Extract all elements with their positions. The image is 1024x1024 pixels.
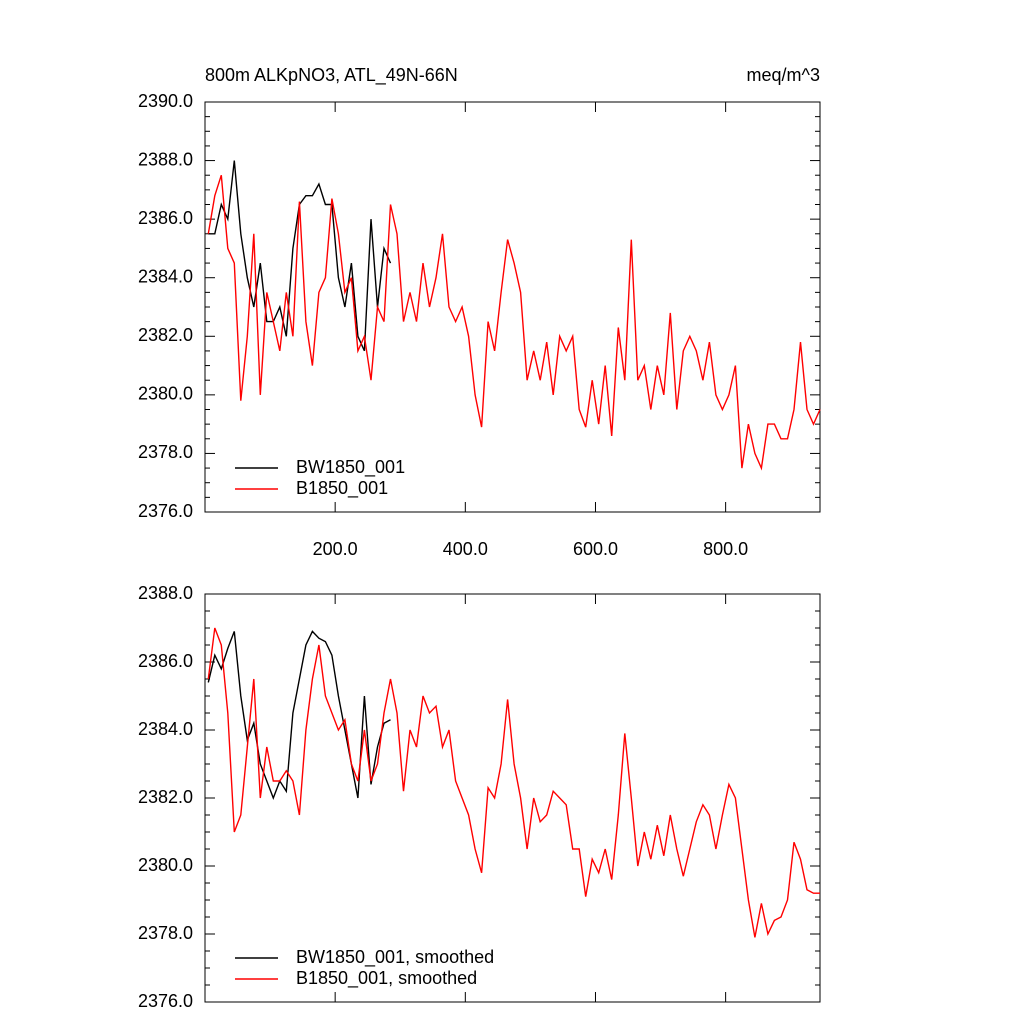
y-tick-label: 2384.0 (138, 266, 193, 286)
y-tick-label: 2388.0 (138, 149, 193, 169)
series-line (207, 627, 820, 938)
y-tick-label: 2376.0 (138, 991, 193, 1011)
series-line (208, 160, 392, 352)
legend-label: BW1850_001 (296, 457, 405, 478)
y-tick-label: 2382.0 (138, 325, 193, 345)
y-tick-label: 2380.0 (138, 855, 193, 875)
y-tick-label: 2378.0 (138, 442, 193, 462)
y-tick-label: 2386.0 (138, 651, 193, 671)
y-tick-label: 2390.0 (138, 91, 193, 111)
plot-frame (204, 593, 821, 1003)
chart-title: 800m ALKpNO3, ATL_49N-66N (205, 65, 458, 86)
legend-label: B1850_001 (296, 478, 388, 499)
y-tick-label: 2388.0 (138, 583, 193, 603)
series-line (207, 630, 391, 800)
x-tick-label: 600.0 (573, 539, 618, 559)
units-label: meq/m^3 (747, 65, 820, 85)
y-tick-label: 2386.0 (138, 208, 193, 228)
series-line (207, 174, 821, 471)
legend-label: BW1850_001, smoothed (296, 947, 494, 968)
y-tick-label: 2380.0 (138, 384, 193, 404)
y-tick-label: 2382.0 (138, 787, 193, 807)
y-tick-label: 2384.0 (138, 719, 193, 739)
x-tick-label: 200.0 (313, 539, 358, 559)
x-tick-label: 800.0 (703, 539, 748, 559)
y-tick-label: 2378.0 (138, 923, 193, 943)
plot-frame (204, 101, 821, 513)
y-tick-label: 2376.0 (138, 501, 193, 521)
legend-label: B1850_001, smoothed (296, 968, 477, 989)
x-tick-label: 400.0 (443, 539, 488, 559)
